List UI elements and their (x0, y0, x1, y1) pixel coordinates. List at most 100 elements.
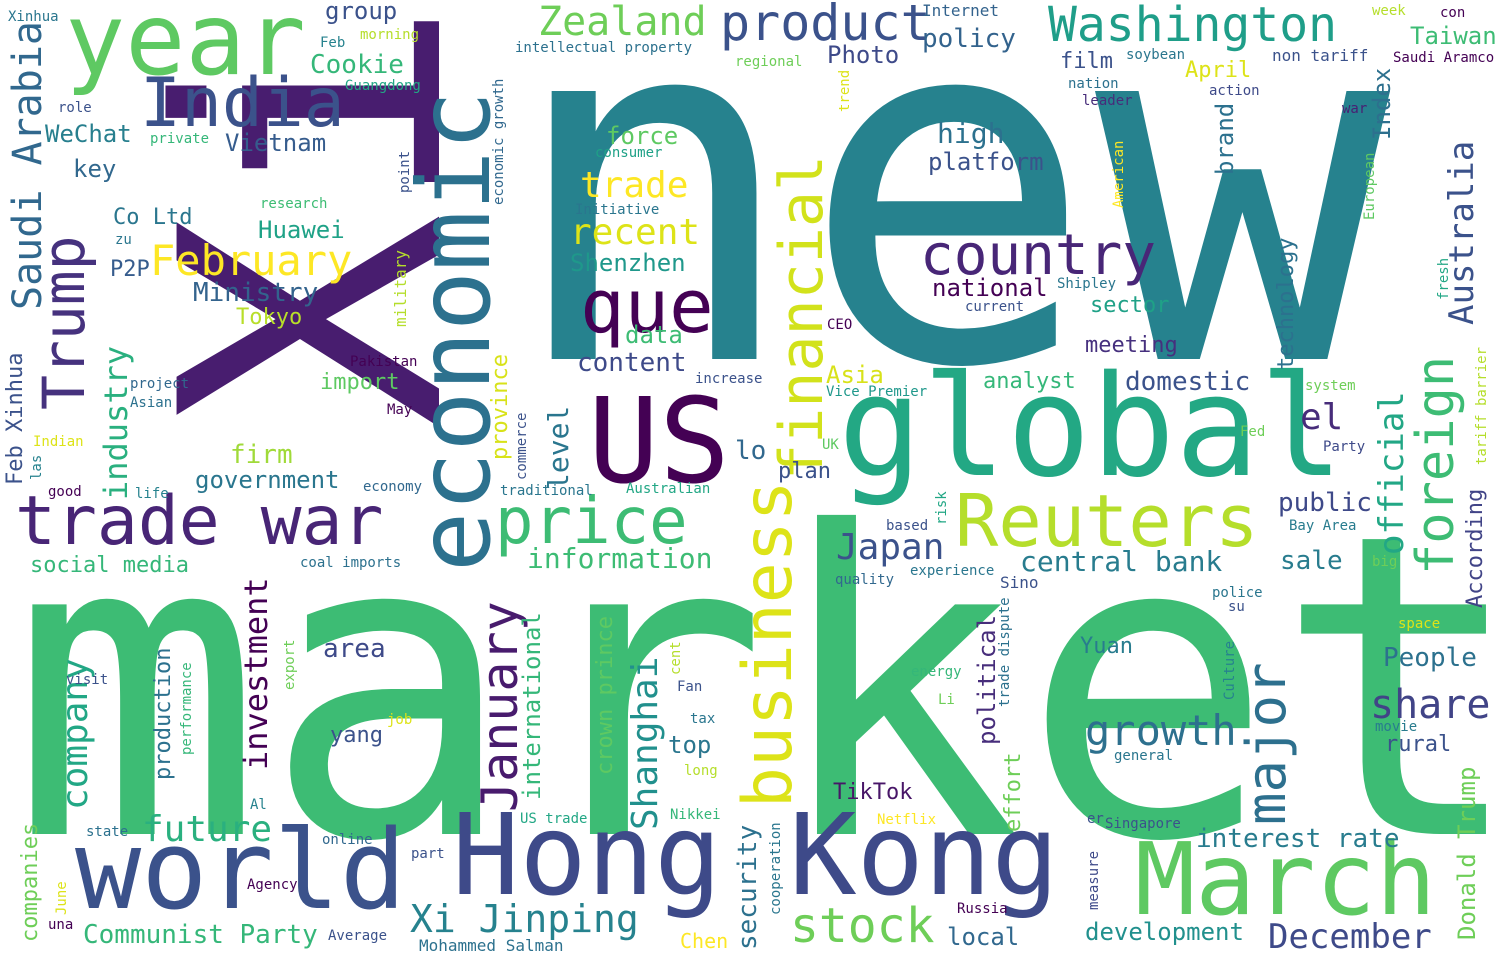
word-big: big (1372, 554, 1398, 570)
word-fan: Fan (677, 679, 703, 695)
word-group: group (325, 0, 398, 25)
word-uk: UK (822, 437, 839, 453)
word-country: country (920, 223, 1157, 288)
word-trade: trade (580, 165, 689, 206)
word-general: general (1114, 748, 1174, 764)
word-based: based (886, 518, 929, 534)
word-cookie: Cookie (310, 50, 404, 80)
word-zealand: Zealand (538, 0, 707, 45)
word-xinhua: Xinhua (8, 9, 59, 25)
word-force: force (606, 122, 679, 150)
word-european: European (1362, 152, 1378, 220)
word-information: information (527, 542, 713, 575)
word-reuters: Reuters (955, 479, 1259, 563)
word-que: que (580, 264, 714, 350)
word-una: una (48, 917, 74, 933)
word-sector: sector (1090, 293, 1170, 318)
word-life: life (135, 486, 169, 502)
word-development: development (1085, 918, 1244, 946)
word-al: Al (250, 797, 267, 813)
word-commerce: commerce (514, 412, 530, 480)
word-washington: Washington (1048, 0, 1337, 53)
word-local: local (947, 923, 1020, 951)
word-vice-premier: Vice Premier (826, 384, 928, 400)
word-february: February (150, 236, 353, 285)
word-domestic: domestic (1125, 367, 1251, 397)
word-plan: plan (778, 459, 831, 484)
word-con: con (1440, 5, 1466, 21)
word-part: part (411, 846, 445, 862)
word-hong-kong: Hong Kong (452, 791, 1059, 921)
word-according: According (1463, 488, 1488, 608)
word-experience: experience (910, 563, 995, 579)
word-state: state (86, 824, 129, 840)
word-non-tariff: non tariff (1272, 46, 1369, 65)
word-huawei: Huawei (258, 216, 345, 244)
word-quality: quality (835, 572, 895, 588)
word-people: People (1383, 643, 1477, 673)
word-taiwan: Taiwan (1410, 22, 1497, 50)
word-year: year (65, 0, 306, 98)
word-data: data (625, 321, 683, 349)
word-police: police (1212, 585, 1263, 601)
word-export: export (282, 639, 298, 690)
word-zu: zu (115, 232, 132, 248)
word-morning: morning (360, 27, 420, 43)
word-june: June (54, 881, 70, 915)
word-bay-area: Bay Area (1289, 518, 1357, 534)
word-photo: Photo (827, 41, 900, 69)
word-job: job (387, 712, 413, 728)
word-future: future (142, 809, 273, 850)
word-lo: lo (735, 436, 767, 466)
word-pakistan: Pakistan (350, 354, 418, 370)
word-mohammed-salman: Mohammed Salman (419, 936, 564, 955)
word-initiative: Initiative (575, 202, 660, 218)
word-chen: Chen (680, 929, 729, 953)
word-shipley: Shipley (1057, 276, 1117, 292)
word-p2p: P2P (110, 257, 150, 282)
word-government: government (195, 466, 340, 494)
word-economic-growth: economic growth (491, 78, 507, 205)
word-fed: Fed (1240, 424, 1266, 440)
word-april: April (1185, 58, 1252, 83)
word-role: role (58, 100, 92, 116)
word-social-media: social media (30, 553, 189, 578)
word-su: su (1228, 599, 1245, 615)
word-security: security (733, 824, 763, 950)
word-military: military (391, 249, 410, 327)
word-saudi-arabia: Saudi Arabia (5, 21, 51, 310)
word-march: March (1135, 821, 1437, 938)
word-trend: trend (837, 69, 853, 112)
word-consumer: consumer (595, 145, 663, 161)
word-production: production (151, 647, 176, 780)
word-sino: Sino (1000, 573, 1039, 592)
word-energy: energy (911, 664, 962, 680)
word-tax: tax (690, 711, 716, 727)
word-private: private (150, 131, 210, 147)
word-policy: policy (922, 24, 1016, 54)
word-global: global (838, 346, 1344, 509)
word-indian: Indian (33, 434, 84, 450)
word-effort: effort (1001, 752, 1026, 832)
word-singapore: Singapore (1105, 816, 1181, 832)
word-business: business (729, 480, 808, 808)
word-tariff-barrier: tariff barrier (1474, 346, 1490, 465)
word-rural: rural (1385, 732, 1452, 757)
word-coal-imports: coal imports (300, 555, 402, 571)
word-market: market (10, 445, 1500, 934)
word-communist-party: Communist Party (83, 920, 318, 950)
word-economic: economic (396, 90, 513, 572)
word-december: December (1268, 917, 1432, 957)
word-platform: platform (928, 148, 1044, 176)
word-cooperation: cooperation (768, 822, 784, 915)
word-visit: visit (66, 672, 109, 688)
word-agency: Agency (247, 877, 298, 893)
word-point: point (397, 150, 413, 193)
word-asian: Asian (130, 395, 173, 411)
word-culture: Culture (1222, 640, 1238, 700)
word-high: high (937, 117, 1005, 150)
word-russia: Russia (957, 901, 1008, 917)
word-recent: recent (570, 212, 701, 253)
word-interest-rate: interest rate (1196, 824, 1400, 854)
